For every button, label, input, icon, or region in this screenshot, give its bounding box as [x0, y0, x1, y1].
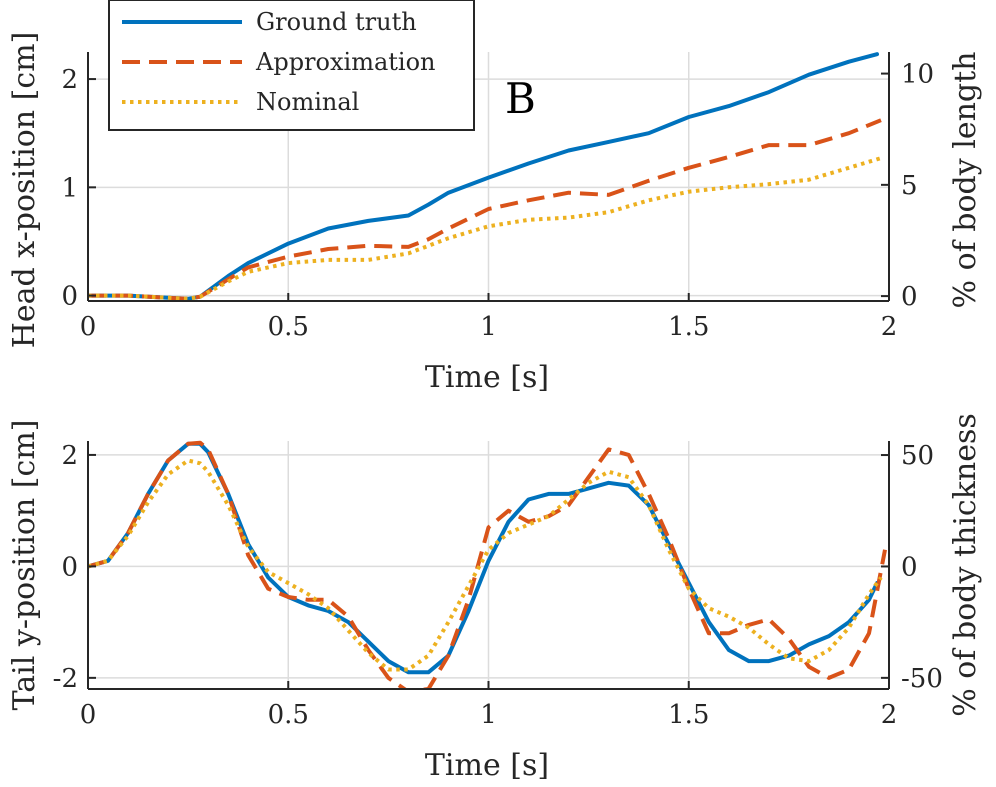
legend: Ground truth Approximation Nominal: [108, 0, 475, 131]
right-y-tick-labels: -50 0 50: [901, 441, 943, 694]
x-tick-label: 0.5: [268, 312, 309, 342]
right-y-axis-label: % of body thickness: [948, 413, 983, 717]
y-tick-labels: 0 1 2: [61, 65, 78, 312]
series-line-ground-truth: [88, 441, 879, 675]
panel-letter: B: [505, 74, 536, 123]
y-axis-label: Head x-position [cm]: [7, 32, 42, 349]
y-tick-label: 2: [61, 65, 78, 95]
y-tick-labels: -2 0 2: [53, 441, 78, 694]
axes-frame: [87, 52, 890, 302]
x-tick-labels: 0 0.5 1 1.5 2: [80, 700, 898, 730]
y-tick-label: 2: [61, 441, 78, 471]
grid: [87, 441, 890, 689]
series-line-approximation: [88, 440, 887, 689]
y-tick-label: 0: [61, 552, 78, 582]
right-y-tick-labels: 0 5 10: [901, 60, 934, 313]
right-y-tick-label: 50: [901, 441, 934, 471]
right-y-tick-label: 0: [901, 282, 918, 312]
y-tick-label: 0: [61, 282, 78, 312]
series-lines: [88, 440, 887, 689]
x-tick-label: 0: [80, 312, 97, 342]
x-tick-label: 0: [80, 700, 97, 730]
right-y-tick-label: -50: [901, 664, 943, 694]
x-tick-label: 1.5: [668, 312, 709, 342]
x-tick-label: 2: [881, 312, 898, 342]
y-axis-label: Tail y-position [cm]: [7, 420, 42, 711]
right-y-axis-label: % of body length: [948, 52, 983, 309]
legend-label-ground-truth: Ground truth: [256, 8, 417, 36]
x-tick-label: 0.5: [268, 700, 309, 730]
x-axis-label: Time [s]: [425, 748, 549, 783]
x-tick-label: 1: [480, 312, 497, 342]
y-tick-label: 1: [61, 173, 78, 203]
legend-label-nominal: Nominal: [256, 88, 359, 116]
x-tick-label: 2: [881, 700, 898, 730]
right-y-tick-label: 5: [901, 171, 918, 201]
right-y-tick-label: 0: [901, 552, 918, 582]
x-tick-label: 1: [480, 700, 497, 730]
x-axis-label: Time [s]: [425, 360, 549, 395]
y-tick-label: -2: [53, 664, 78, 694]
head-x-position-panel: 0 0.5 1 1.5 2 0 1 2 0 5 10 Time [s] Head x-posit…: [7, 0, 983, 395]
legend-label-approximation: Approximation: [255, 48, 435, 76]
x-tick-labels: 0 0.5 1 1.5 2: [80, 312, 898, 342]
x-tick-label: 1.5: [668, 700, 709, 730]
right-y-tick-label: 10: [901, 60, 934, 90]
series-line-nominal: [88, 458, 883, 672]
series-lines: [88, 52, 882, 301]
series-line-nominal: [88, 156, 882, 301]
series-line-approximation: [88, 118, 882, 301]
axes-frame: [87, 441, 890, 690]
